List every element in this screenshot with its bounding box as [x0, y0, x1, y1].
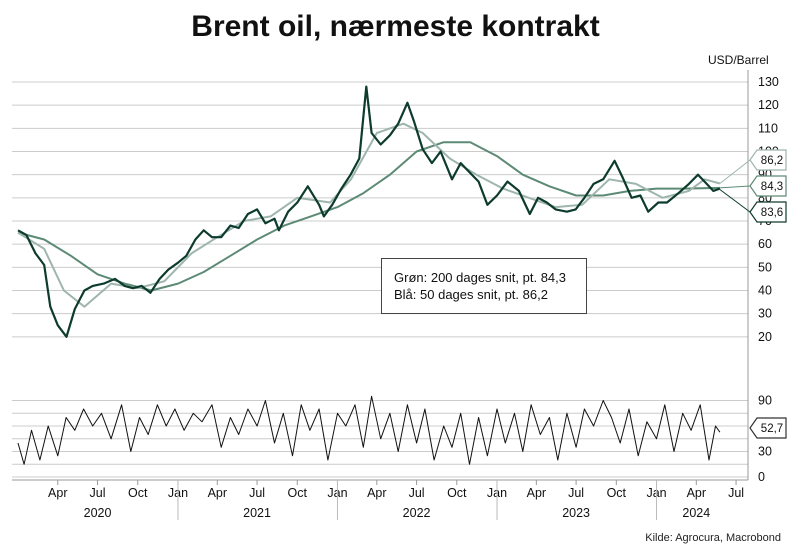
end-label-ma50-text: 86,2 — [761, 155, 783, 167]
end-label-oscillator: 52,7 — [749, 417, 787, 439]
x-month-label: Oct — [447, 486, 467, 500]
osc-y-tick-label: 30 — [758, 445, 772, 459]
x-year-label: 2023 — [562, 506, 590, 520]
x-year-label: 2024 — [682, 506, 710, 520]
legend-ma200: Grøn: 200 dages snit, pt. 84,3 — [394, 270, 566, 285]
legend-box: Grøn: 200 dages snit, pt. 84,3 Blå: 50 d… — [381, 258, 587, 314]
end-label-ma200-text: 84,3 — [761, 181, 783, 193]
x-year-label: 2022 — [403, 506, 431, 520]
legend-ma50: Blå: 50 dages snit, pt. 86,2 — [394, 287, 548, 302]
end-connector — [719, 159, 751, 184]
end-connector — [719, 185, 751, 189]
y-tick-label: 120 — [758, 98, 779, 112]
end-label-price: 83,6 — [749, 201, 787, 223]
osc-y-tick-label: 90 — [758, 394, 772, 408]
y-tick-label: 40 — [758, 284, 772, 298]
end-label-oscillator-text: 52,7 — [761, 423, 783, 435]
osc-y-tick-label: 0 — [758, 470, 765, 484]
y-tick-label: 30 — [758, 307, 772, 321]
x-month-label: Jul — [90, 486, 106, 500]
x-year-label: 2020 — [84, 506, 112, 520]
y-axis-unit: USD/Barrel — [708, 53, 769, 67]
y-tick-label: 20 — [758, 330, 772, 344]
y-tick-label: 50 — [758, 260, 772, 274]
x-month-label: Oct — [607, 486, 627, 500]
end-value-labels: 86,2 84,3 83,6 52,7 — [719, 149, 787, 439]
price-gridlines — [12, 81, 748, 338]
x-month-label: Apr — [527, 486, 546, 500]
end-label-price-text: 83,6 — [761, 207, 783, 219]
series-line-200-dages-snit — [17, 141, 720, 292]
end-label-ma50: 86,2 — [749, 149, 787, 171]
y-tick-label: 110 — [758, 121, 778, 135]
series-line-brent — [17, 85, 721, 338]
x-month-label: Apr — [208, 486, 227, 500]
y-tick-label: 60 — [758, 237, 772, 251]
oscillator-line — [17, 395, 721, 465]
end-connector — [719, 189, 751, 213]
oscillator-gridlines — [12, 400, 748, 478]
x-month-label: Oct — [288, 486, 308, 500]
y-tick-label: 130 — [758, 75, 779, 89]
price-series — [17, 85, 721, 338]
source-note: Kilde: Agrocura, Macrobond — [645, 532, 781, 544]
x-month-label: Apr — [48, 486, 67, 500]
chart-title: Brent oil, nærmeste kontrakt — [191, 10, 600, 43]
x-month-label: Jul — [409, 486, 425, 500]
x-year-label: 2021 — [243, 506, 271, 520]
x-month-label: Apr — [367, 486, 386, 500]
end-label-ma200: 84,3 — [749, 175, 787, 197]
x-month-label: Apr — [687, 486, 706, 500]
x-month-label: Oct — [128, 486, 148, 500]
x-month-label: Jul — [249, 486, 265, 500]
x-month-label: Jul — [568, 486, 584, 500]
x-month-label: Jul — [728, 486, 744, 500]
x-axis-ticks: Apr Jul Oct Jan Apr Jul Oct Jan Apr Jul Oct Jan Apr J… — [48, 480, 744, 520]
oscillator-y-ticks: 0306090 — [758, 394, 772, 485]
oscillator-series — [17, 395, 721, 465]
